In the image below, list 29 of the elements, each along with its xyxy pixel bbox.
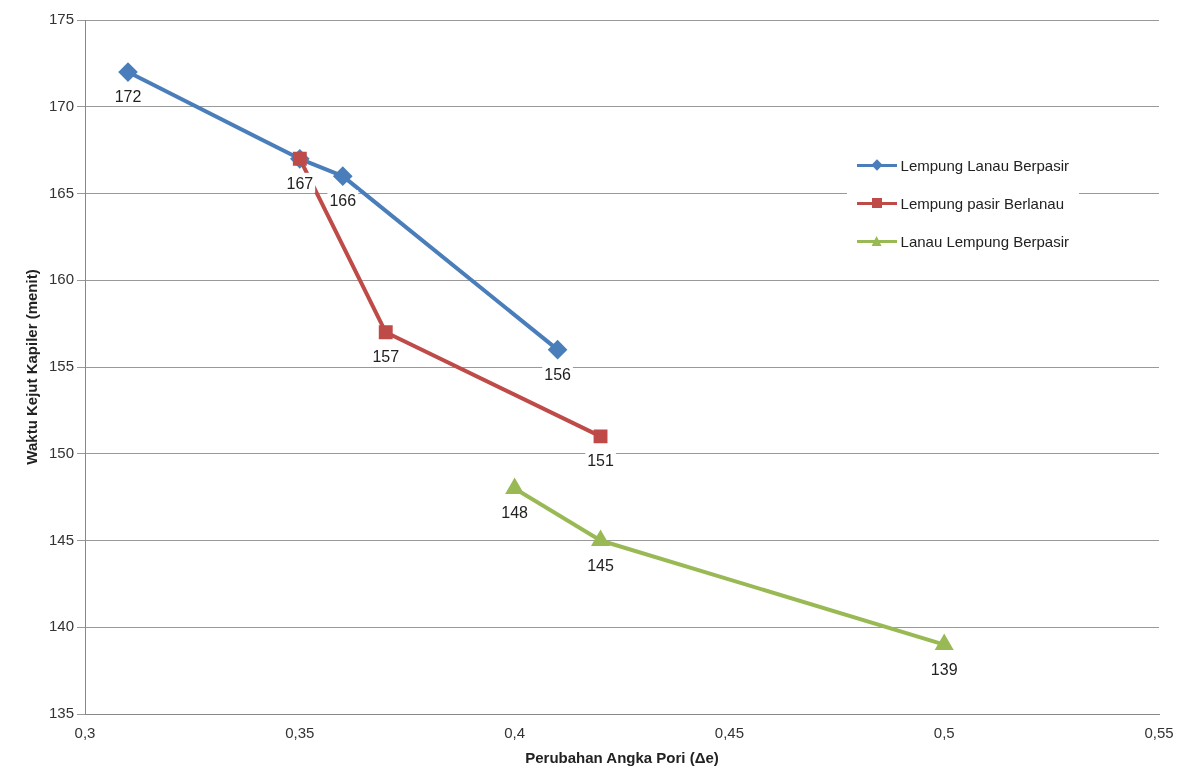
y-tick-label: 155 [49, 357, 75, 375]
data-label: 139 [930, 660, 958, 678]
data-label: 151 [587, 452, 614, 470]
data-label: 166 [329, 192, 357, 210]
x-tick-label: 0,4 [504, 724, 526, 742]
legend-label: Lempung Lanau Berpasir [900, 156, 1069, 174]
y-tick-label: 175 [49, 10, 75, 28]
y-tick-label: 140 [49, 617, 75, 635]
y-tick-label: 145 [49, 530, 75, 548]
x-axis-title: Perubahan Angka Pori (Δe) [525, 749, 719, 767]
x-tick-label: 0,45 [714, 724, 745, 742]
y-tick-label: 135 [49, 704, 75, 722]
legend-label: Lanau Lempung Berpasir [900, 232, 1069, 250]
x-tick-label: 0,5 [933, 724, 955, 742]
y-tick-label: 150 [49, 443, 75, 461]
data-label: 172 [114, 88, 142, 106]
y-axis-title: Waktu Kejut Kapiler (menit) [23, 269, 41, 465]
y-tick-label: 165 [49, 183, 75, 201]
y-tick-label: 170 [49, 96, 75, 114]
data-label: 157 [372, 348, 400, 366]
x-tick-label: 0,3 [74, 724, 96, 742]
x-tick-label: 0,35 [285, 724, 315, 742]
data-label: 145 [587, 556, 614, 574]
legend-label: Lempung pasir Berlanau [900, 194, 1064, 212]
x-tick-label: 0,55 [1144, 724, 1174, 742]
data-label: 156 [544, 365, 572, 383]
y-tick-label: 160 [49, 270, 75, 288]
data-label: 148 [501, 504, 529, 522]
data-label: 167 [286, 174, 314, 192]
